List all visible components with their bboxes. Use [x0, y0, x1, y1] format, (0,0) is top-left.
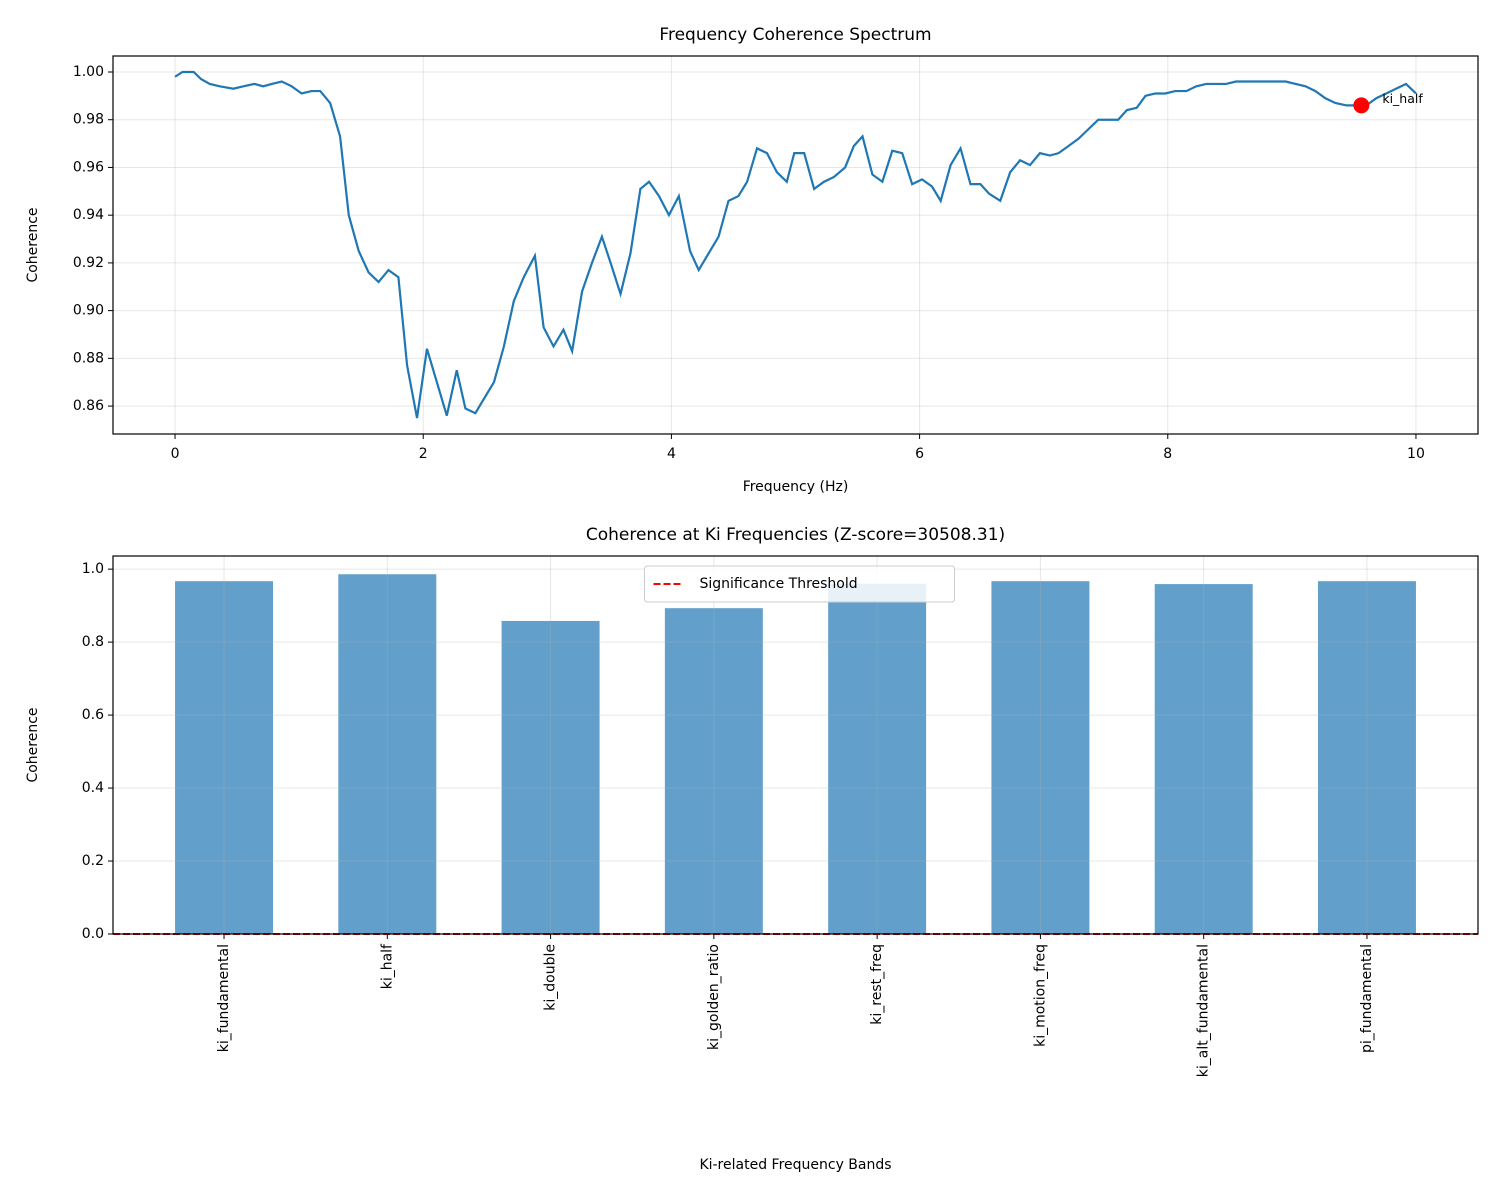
y-axis-label: Coherence — [25, 707, 41, 782]
y-tick-label: 0.88 — [73, 350, 104, 366]
y-tick-label: 0.94 — [73, 207, 104, 223]
x-tick-label: ki_rest_freq — [869, 944, 885, 1025]
chart-title: Frequency Coherence Spectrum — [659, 25, 931, 45]
x-tick-label: 4 — [667, 446, 676, 462]
y-tick-label: 0.4 — [82, 780, 104, 796]
chart-title: Coherence at Ki Frequencies (Z-score=305… — [586, 525, 1005, 545]
x-tick-label: 2 — [419, 446, 428, 462]
x-axis-label: Frequency (Hz) — [743, 479, 849, 495]
bar — [991, 581, 1090, 934]
bar — [664, 608, 763, 934]
y-tick-label: 0.90 — [73, 303, 104, 319]
y-tick-label: 0.8 — [82, 634, 104, 650]
legend-box — [644, 565, 955, 603]
plot-frame — [112, 55, 1479, 435]
y-tick-label: 0.2 — [82, 853, 104, 869]
bar — [828, 583, 927, 934]
annotation-marker — [1353, 97, 1370, 114]
x-tick-label: 6 — [915, 446, 924, 462]
annotation-label: ki_half — [1382, 91, 1423, 106]
plot-frame — [112, 555, 1479, 935]
x-tick-label: ki_golden_ratio — [706, 944, 722, 1050]
x-tick-label: ki_double — [543, 944, 559, 1011]
y-tick-label: 0.96 — [73, 159, 104, 175]
x-tick-label: ki_fundamental — [216, 944, 232, 1052]
y-tick-label: 0.0 — [82, 926, 104, 942]
x-tick-label: 0 — [171, 446, 180, 462]
y-tick-label: 1.0 — [82, 561, 104, 577]
legend-label: Significance Threshold — [700, 576, 858, 592]
bar — [175, 581, 274, 934]
y-axis-label: Coherence — [25, 207, 41, 282]
x-tick-label: 8 — [1163, 446, 1172, 462]
y-tick-label: 0.6 — [82, 707, 104, 723]
bar — [1317, 581, 1416, 934]
bar — [501, 620, 600, 934]
bar — [1154, 584, 1253, 934]
y-tick-label: 1.00 — [73, 64, 104, 80]
y-tick-label: 0.86 — [73, 398, 104, 414]
x-tick-label: ki_motion_freq — [1032, 944, 1048, 1047]
x-axis-label: Ki-related Frequency Bands — [699, 1157, 891, 1173]
x-tick-label: ki_alt_fundamental — [1196, 944, 1212, 1077]
data-line — [174, 70, 1417, 419]
x-tick-label: ki_half — [379, 943, 395, 989]
y-tick-label: 0.98 — [73, 112, 104, 128]
bar — [338, 574, 437, 934]
x-tick-label: 10 — [1407, 446, 1425, 462]
y-tick-label: 0.92 — [73, 255, 104, 271]
x-tick-label: pi_fundamental — [1359, 944, 1375, 1053]
